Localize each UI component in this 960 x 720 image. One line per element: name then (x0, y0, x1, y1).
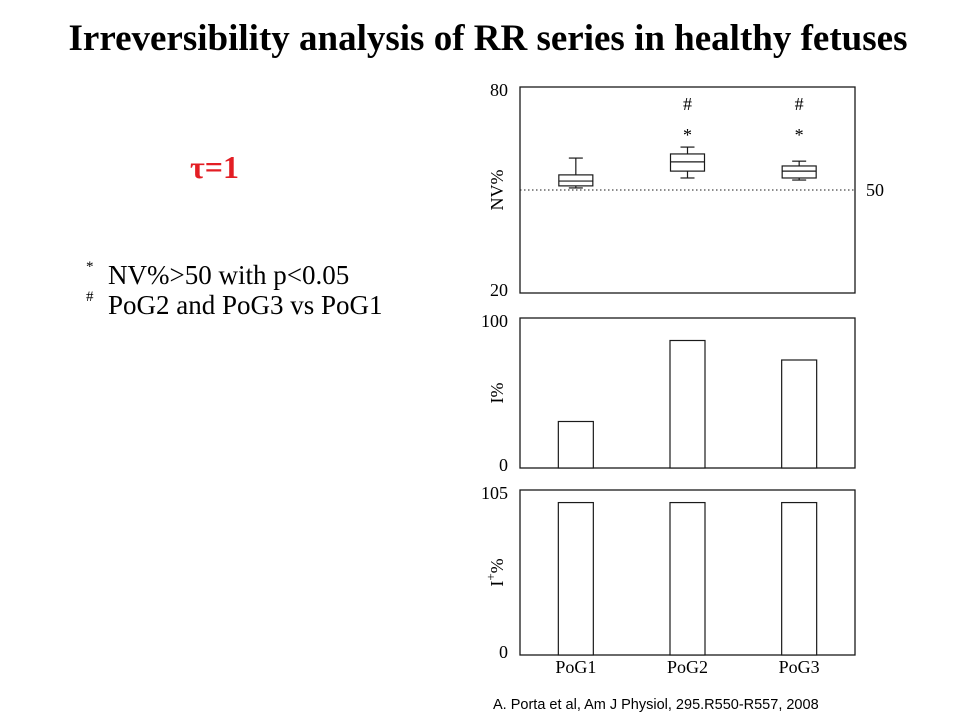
y-axis-title-suffix: % (487, 558, 507, 573)
note-significance-text: NV%>50 with p<0.05 (108, 260, 350, 290)
y-tick-label-100: 100 (481, 311, 508, 331)
y-tick-label-0: 0 (499, 642, 508, 662)
reference-line-label: 50 (866, 180, 884, 200)
bar-pog2 (669, 501, 706, 656)
bar-pog1 (557, 420, 594, 469)
x-tick-label-pog3: PoG3 (779, 657, 820, 677)
bar-pog2 (669, 339, 706, 469)
box-iqr (781, 165, 817, 179)
box-pog2 (669, 146, 706, 179)
note-asterisk-marker: * (86, 259, 94, 275)
box-pog3 (781, 160, 817, 181)
box-iqr (669, 153, 706, 172)
note-hash-marker: # (86, 289, 94, 305)
chart-panel-1: 80 20 NV% 50 # * # * (487, 80, 884, 300)
box-pog1 (558, 157, 594, 189)
bar-pog3 (781, 359, 818, 469)
y-tick-label-20: 20 (490, 280, 508, 300)
annotation-hash-pog2: # (683, 94, 692, 114)
bar-pog1 (557, 501, 594, 656)
note-significance: * NV%>50 with p<0.05 (86, 259, 350, 291)
x-tick-label-pog2: PoG2 (667, 657, 708, 677)
y-axis-title: I% (487, 383, 507, 404)
note-comparison: # PoG2 and PoG3 vs PoG1 (86, 289, 383, 321)
note-comparison-text: PoG2 and PoG3 vs PoG1 (108, 290, 383, 320)
y-axis-title-text: I% (487, 383, 507, 404)
chart-panel-3: 105 0 I+% PoG1 PoG2 PoG3 (481, 483, 856, 677)
y-axis-title-text: I (487, 581, 507, 587)
box-iqr (558, 174, 594, 187)
annotation-asterisk-pog3: * (795, 125, 804, 145)
tau-label: τ=1 (190, 149, 239, 185)
bar-pog3 (781, 501, 818, 656)
y-axis-title: NV% (487, 170, 507, 211)
y-tick-label-80: 80 (490, 80, 508, 100)
y-tick-label-105: 105 (481, 483, 508, 503)
y-axis-title-superscript: + (483, 573, 498, 580)
chart-panel-2: 100 0 I% (481, 311, 856, 475)
y-tick-label-0: 0 (499, 455, 508, 475)
slide-title: Irreversibility analysis of RR series in… (68, 18, 908, 59)
y-axis-title-text: NV% (487, 170, 507, 211)
x-tick-label-pog1: PoG1 (555, 657, 596, 677)
y-axis-title: I+% (483, 558, 508, 586)
annotation-asterisk-pog2: * (683, 125, 692, 145)
annotation-hash-pog3: # (795, 94, 804, 114)
citation: A. Porta et al, Am J Physiol, 295.R550-R… (493, 697, 819, 713)
